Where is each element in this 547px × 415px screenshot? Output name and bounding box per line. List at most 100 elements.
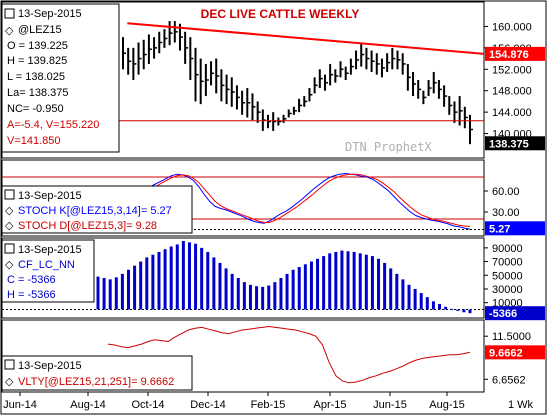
price-axis: 160.000156.000152.000148.000144.000140.0… (484, 21, 545, 151)
price-chart-title: DEC LIVE CATTLE WEEKLY (201, 7, 360, 21)
axis-tick-label: 148.000 (492, 86, 532, 98)
last-price-badge-bg (485, 136, 545, 151)
info-icons: ◇ (4, 8, 15, 37)
trendline-value-badge-bg (485, 46, 545, 61)
price-panel: DEC LIVE CATTLE WEEKLY DTN ProphetX 160.… (1, 3, 545, 154)
cot-bar (200, 247, 204, 310)
cot-bar (456, 309, 460, 311)
cot-bar (407, 284, 411, 310)
cot-bar (169, 246, 173, 310)
stoch-d-line (122, 173, 471, 227)
cot-h-value: H = -5366 (7, 289, 56, 301)
info-open: O = 139.225 (7, 40, 68, 52)
cot-bar (126, 269, 130, 310)
stoch-date: 13-Sep-2015 (18, 190, 82, 202)
cot-bar (218, 262, 222, 310)
trend-resistance-line (127, 22, 485, 55)
info-low: L = 138.025 (7, 71, 65, 83)
info-v: V=141.850 (7, 135, 61, 147)
cot-bar (438, 304, 442, 310)
cot-bars (2, 241, 484, 314)
cot-bar (364, 254, 368, 310)
info-last: La= 138.375 (7, 87, 68, 99)
axis-tick-label: 6.6562 (492, 374, 526, 386)
cot-bar (352, 251, 356, 310)
axis-tick-label: 160.000 (492, 21, 532, 33)
cot-bar (212, 257, 216, 310)
cot-bar (236, 278, 240, 310)
cot-bar (230, 273, 234, 310)
stoch-last-badge: 5.27 (489, 223, 510, 235)
cot-bar (108, 279, 112, 310)
x-tick-label: Dec-14 (190, 399, 225, 411)
vlty-settings-icon[interactable] (4, 359, 15, 370)
x-tick-label: Aug-14 (70, 399, 105, 411)
cot-bar (120, 273, 124, 310)
cot-settings-icon[interactable] (4, 243, 15, 254)
info-symbol: @LEZ15 (18, 24, 62, 36)
x-tick-label: Feb-15 (251, 399, 286, 411)
cot-bar (102, 278, 106, 310)
cot-bar (181, 241, 185, 310)
cot-bar (328, 253, 332, 310)
cot-bar (157, 251, 161, 310)
vlty-lines (107, 325, 471, 384)
price-lines (117, 22, 485, 122)
cot-bar (96, 276, 100, 310)
cot-bar (322, 256, 326, 310)
x-tick-label: Aug-15 (429, 399, 464, 411)
axis-tick-label: 50000 (492, 270, 523, 282)
stoch-settings-icon[interactable] (4, 189, 15, 200)
cot-bar (291, 269, 295, 310)
cot-bar (334, 251, 338, 310)
x-tick-label: Jun-15 (373, 399, 407, 411)
axis-tick-label: 30000 (492, 284, 523, 296)
volatility-panel: 11.5000 6.6562 9.6662 13-Sep-2015 ◇ VLTY[@… (1, 325, 545, 391)
cot-bar (316, 258, 320, 310)
cot-c-value: C = -5366 (7, 274, 56, 286)
price-ohlc-bars (122, 21, 473, 145)
period-label: 1 Wk (508, 399, 534, 411)
cot-bar (255, 286, 259, 310)
stoch-axis: 60.00 30.00 5.27 (484, 186, 545, 236)
stoch-k-label: STOCH K[@LEZ15,3,14]= 5.27 (18, 205, 172, 217)
cot-bar (139, 261, 143, 310)
stoch-last-badge-bg (485, 221, 545, 236)
cot-bar (114, 277, 118, 310)
cot-bar (248, 284, 252, 310)
cot-bar (285, 273, 289, 310)
cot-last-badge-bg (485, 306, 545, 321)
cot-bar (419, 293, 423, 310)
cot-bar (389, 268, 393, 310)
axis-tick-label: 90000 (492, 243, 523, 255)
last-price-badge: 138.375 (489, 138, 529, 150)
cot-bar (383, 262, 387, 310)
vlty-date: 13-Sep-2015 (18, 360, 82, 372)
stochastic-panel: 60.00 30.00 5.27 13-Sep-2015 ◇ STOCH K[@LE… (1, 172, 545, 236)
x-tick-label: Oct-14 (131, 399, 164, 411)
axis-tick-label: 152.000 (492, 64, 532, 76)
info-date: 13-Sep-2015 (18, 8, 82, 20)
price-info-box: 13-Sep-2015 @LEZ15 O = 139.225 H = 139.8… (1, 3, 120, 153)
cot-last-badge: -5366 (489, 308, 517, 320)
cot-bar (444, 306, 448, 310)
cot-info-box: 13-Sep-2015 ◇ CF_LC_NN C = -5366 H = -53… (1, 239, 95, 303)
x-tick-label: Apr-15 (313, 399, 346, 411)
panel-settings-icon[interactable] (4, 8, 15, 19)
cot-bar (297, 267, 301, 310)
cot-bar (163, 249, 167, 310)
axis-tick-label: 144.000 (492, 107, 532, 119)
cot-bar (395, 273, 399, 310)
cot-bar (187, 242, 191, 310)
cot-bar (279, 278, 283, 310)
info-net-change: NC= -0.950 (7, 103, 64, 115)
cot-bar (401, 279, 405, 310)
cot-bar (194, 243, 198, 310)
diamond-icon: ◇ (5, 220, 14, 232)
cot-bar (340, 250, 344, 310)
cot-bar (145, 257, 149, 310)
cot-bar (450, 308, 454, 310)
vlty-last-badge: 9.6662 (489, 347, 523, 359)
